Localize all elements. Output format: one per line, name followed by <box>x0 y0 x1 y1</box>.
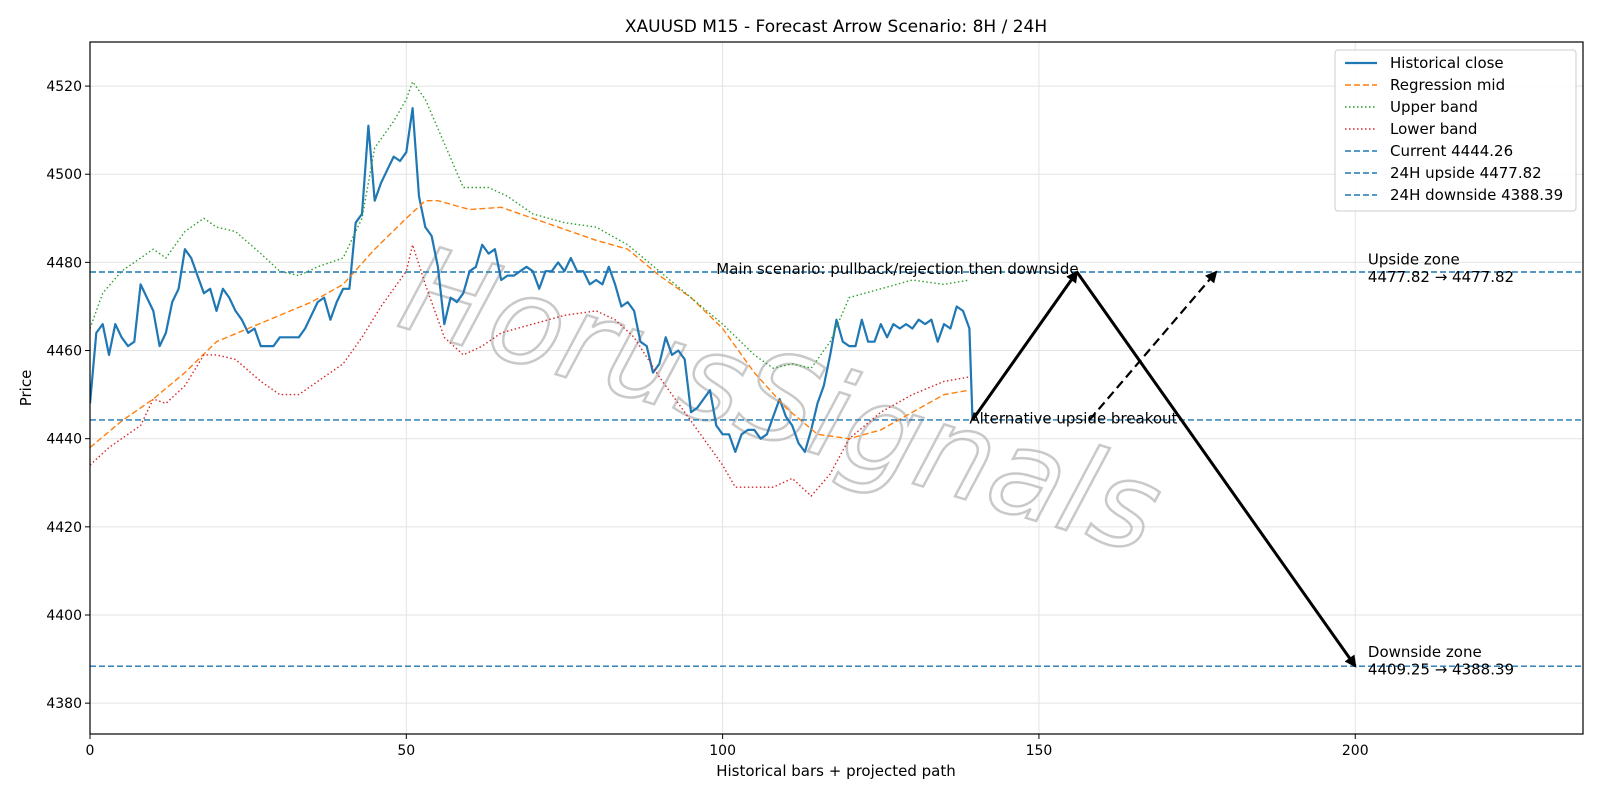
arrow-main-down <box>1075 271 1357 668</box>
annotation: Downside zone <box>1368 643 1482 661</box>
forecast-arrows <box>971 270 1357 668</box>
grid-lines <box>89 42 1583 734</box>
x-tick-label: 100 <box>709 743 736 759</box>
annotation: Alternative upside breakout <box>969 409 1177 427</box>
legend-label: 24H downside 4388.39 <box>1390 186 1563 204</box>
annotation: Upside zone <box>1368 251 1460 269</box>
legend-label: Upper band <box>1390 98 1478 116</box>
y-tick-label: 4380 <box>46 696 82 712</box>
legend-label: Current 4444.26 <box>1390 142 1513 160</box>
y-tick-label: 4480 <box>46 255 82 271</box>
y-tick-label: 4420 <box>46 520 82 536</box>
arrow-alt-up <box>1088 270 1218 421</box>
series-lower-band <box>90 244 970 497</box>
legend-box <box>1334 49 1577 212</box>
annotation: 4477.82 → 4477.82 <box>1368 268 1514 286</box>
x-tick-label: 150 <box>1026 743 1053 759</box>
chart-title: XAUUSD M15 - Forecast Arrow Scenario: 8H… <box>625 17 1047 37</box>
legend-label: Regression mid <box>1390 76 1505 94</box>
series-historical-close <box>90 107 974 453</box>
annotation: Main scenario: pullback/rejection then d… <box>716 260 1078 278</box>
y-axis-label: Price <box>17 370 35 407</box>
x-tick-label: 0 <box>86 743 95 759</box>
legend-label: Historical close <box>1390 54 1504 72</box>
series-regression-mid <box>90 200 970 449</box>
plot-background <box>90 42 1583 734</box>
x-tick-label: 50 <box>397 743 415 759</box>
plot-frame <box>89 41 1584 735</box>
axis-ticks: 0 50 100 150 200 4380 4400 4420 4440 4460 4480 4500… <box>46 79 1368 759</box>
arrow-main-up <box>971 270 1079 421</box>
y-tick-label: 4400 <box>46 608 82 624</box>
y-tick-label: 4500 <box>46 167 82 183</box>
y-tick-label: 4460 <box>46 344 82 360</box>
x-tick-label: 200 <box>1342 743 1369 759</box>
legend-label: 24H upside 4477.82 <box>1390 164 1542 182</box>
reference-lines <box>90 271 1583 667</box>
legend-label: Lower band <box>1390 120 1477 138</box>
y-tick-label: 4520 <box>46 79 82 95</box>
series-layer <box>90 81 974 497</box>
x-axis-label: Historical bars + projected path <box>716 762 956 780</box>
annotation: 4409.25 → 4388.39 <box>1368 660 1514 678</box>
annotations: Main scenario: pullback/rejection then d… <box>716 251 1514 679</box>
y-tick-label: 4440 <box>46 432 82 448</box>
series-upper-band <box>90 81 970 369</box>
legend: Historical close Regression mid Upper band… <box>1334 49 1577 212</box>
